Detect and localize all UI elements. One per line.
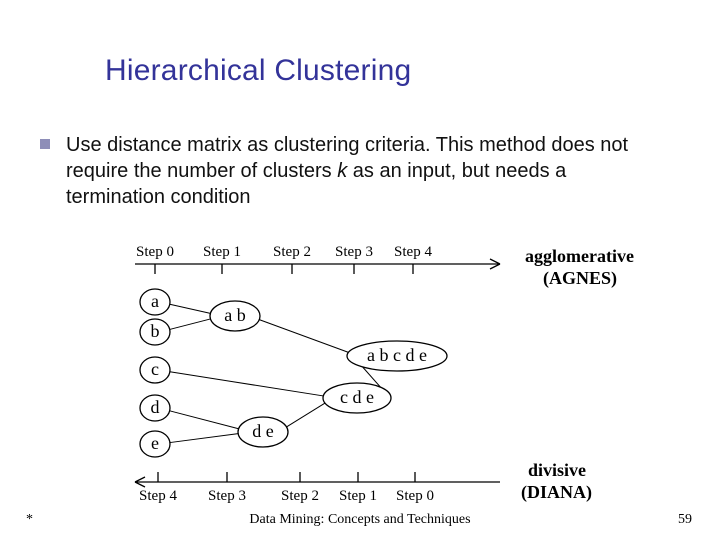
body-text-k: k <box>337 160 347 182</box>
svg-text:Step 1: Step 1 <box>203 244 241 260</box>
svg-text:a b: a b <box>224 305 246 325</box>
svg-text:Step 3: Step 3 <box>208 488 246 504</box>
svg-text:Step 4: Step 4 <box>394 244 432 260</box>
svg-text:Step 0: Step 0 <box>396 488 434 504</box>
svg-text:d e: d e <box>252 421 274 441</box>
svg-text:Step 1: Step 1 <box>339 488 377 504</box>
slide: Hierarchical Clustering Use distance mat… <box>0 0 720 540</box>
bullet-item: Use distance matrix as clustering criter… <box>40 132 665 210</box>
footer-center: Data Mining: Concepts and Techniques <box>0 512 720 528</box>
svg-text:a: a <box>151 291 159 311</box>
svg-text:divisive: divisive <box>528 460 586 480</box>
svg-text:agglomerative: agglomerative <box>525 246 634 266</box>
svg-text:c d e: c d e <box>340 387 374 407</box>
svg-text:(DIANA): (DIANA) <box>521 482 592 503</box>
clustering-diagram: abcde a b d e c d e a b c d e Step 0 Step 1 Ste… <box>95 240 635 500</box>
bullet-icon <box>40 139 50 149</box>
svg-text:a b c d e: a b c d e <box>367 345 427 365</box>
svg-text:Step 0: Step 0 <box>136 244 174 260</box>
svg-text:Step 4: Step 4 <box>139 488 177 504</box>
svg-text:Step 3: Step 3 <box>335 244 373 260</box>
svg-text:b: b <box>151 321 160 341</box>
svg-text:e: e <box>151 433 159 453</box>
svg-text:d: d <box>151 397 160 417</box>
svg-text:Step 2: Step 2 <box>273 244 311 260</box>
svg-text:c: c <box>151 359 159 379</box>
body-text: Use distance matrix as clustering criter… <box>66 132 665 210</box>
svg-text:(AGNES): (AGNES) <box>543 268 617 289</box>
footer-right: 59 <box>678 512 692 528</box>
slide-title: Hierarchical Clustering <box>105 54 411 88</box>
svg-text:Step 2: Step 2 <box>281 488 319 504</box>
